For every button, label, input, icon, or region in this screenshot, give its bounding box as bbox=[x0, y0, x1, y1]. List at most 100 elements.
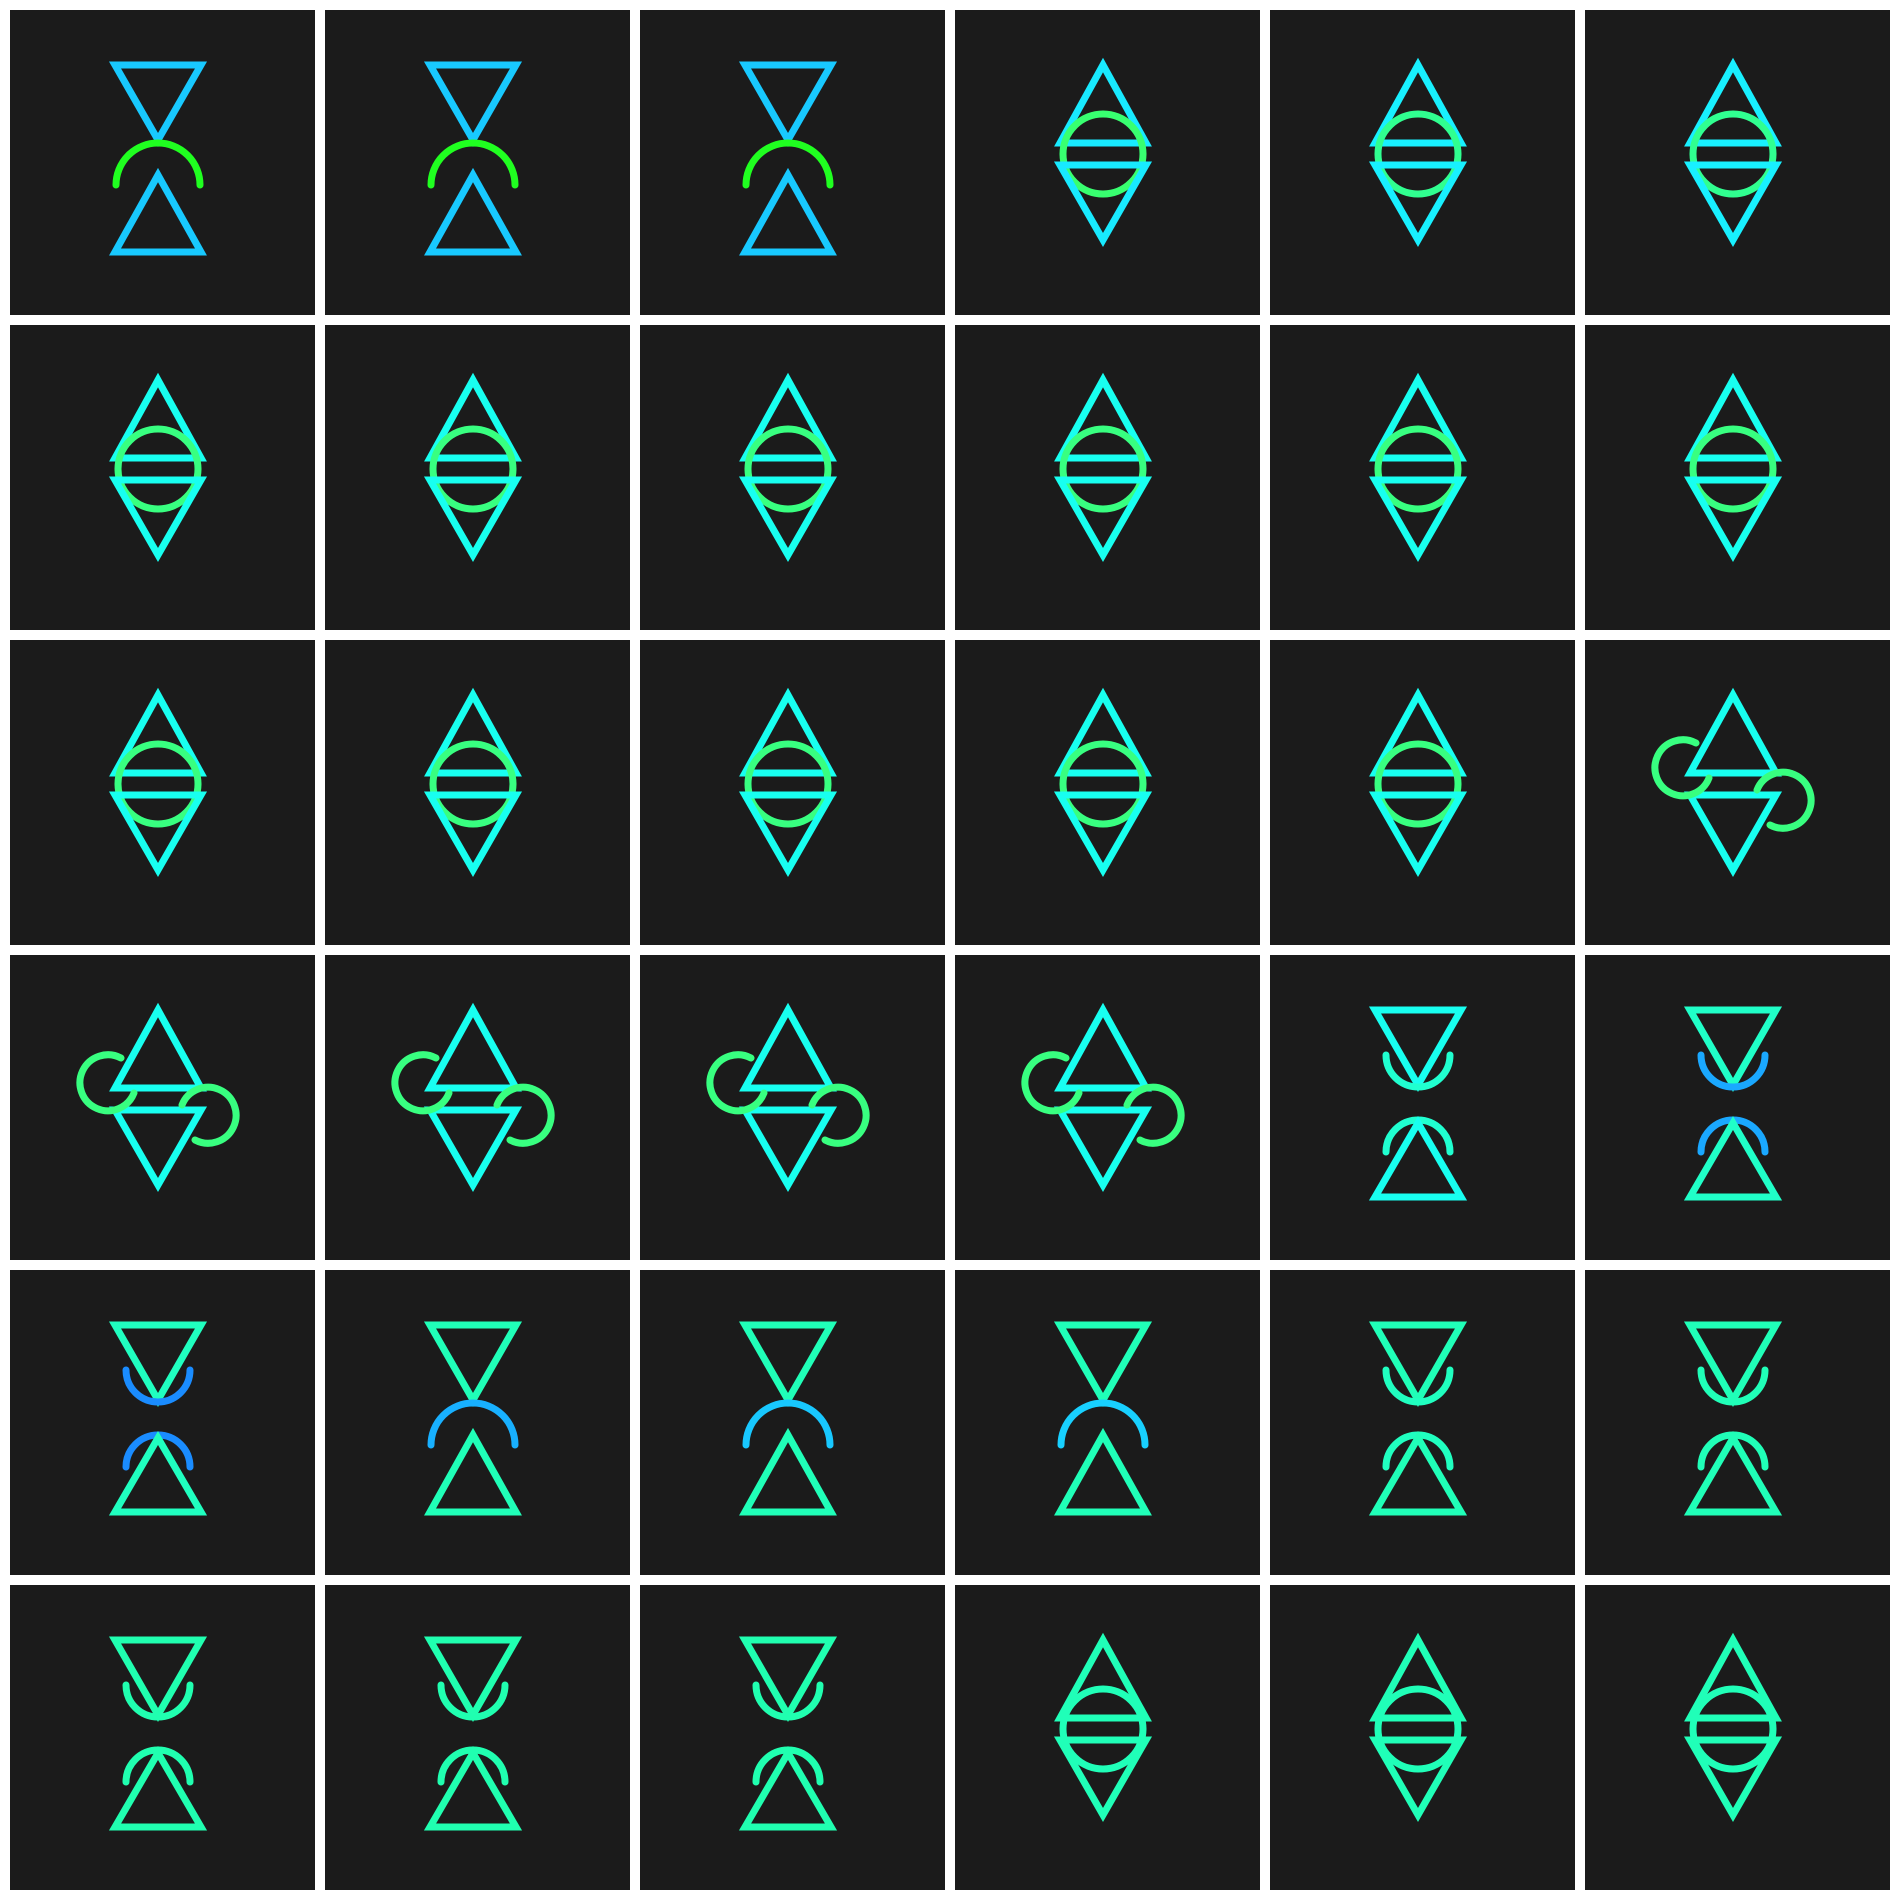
downward-triangle bbox=[738, 1106, 838, 1193]
downward-triangle bbox=[423, 791, 523, 878]
downward-triangle bbox=[108, 476, 208, 563]
upward-triangle bbox=[109, 167, 207, 256]
tile-background bbox=[325, 1585, 630, 1890]
downward-triangle bbox=[1053, 1736, 1153, 1823]
glyph-tile-20 bbox=[325, 955, 630, 1260]
upper-arc bbox=[114, 740, 202, 788]
upper-arc bbox=[1059, 1685, 1147, 1733]
glyph-tile-17 bbox=[1270, 640, 1575, 945]
upward-triangle bbox=[109, 1002, 207, 1092]
downward-triangle bbox=[738, 476, 838, 563]
glyph-tile-9 bbox=[640, 325, 945, 630]
downward-triangle bbox=[1683, 476, 1783, 563]
downward-triangle bbox=[108, 1106, 208, 1193]
arc bbox=[427, 1399, 519, 1449]
downward-triangle bbox=[1053, 791, 1153, 878]
right-hook-arc bbox=[808, 1083, 870, 1147]
upper-arc bbox=[1689, 1685, 1777, 1733]
tile-background bbox=[640, 10, 945, 315]
downward-triangle bbox=[738, 1321, 838, 1408]
glyph-tile-22 bbox=[955, 955, 1260, 1260]
glyph-tile-21 bbox=[640, 955, 945, 1260]
upper-arc bbox=[744, 740, 832, 788]
tile-background bbox=[1585, 1270, 1890, 1575]
downward-triangle bbox=[1053, 476, 1153, 563]
upper-arc bbox=[1374, 425, 1462, 473]
upward-triangle bbox=[424, 687, 522, 777]
upward-triangle bbox=[424, 1427, 522, 1516]
downward-triangle bbox=[423, 1106, 523, 1193]
tile-background bbox=[10, 10, 315, 315]
upward-triangle bbox=[424, 1002, 522, 1092]
downward-triangle bbox=[1368, 161, 1468, 248]
left-hook-arc bbox=[706, 1051, 768, 1115]
upper-arc bbox=[1689, 110, 1777, 158]
tile-background bbox=[1270, 955, 1575, 1260]
upward-triangle bbox=[1369, 372, 1467, 462]
left-hook-arc bbox=[1021, 1051, 1083, 1115]
downward-triangle bbox=[1683, 791, 1783, 878]
arc bbox=[742, 1399, 834, 1449]
upper-arc bbox=[429, 425, 517, 473]
right-hook-arc bbox=[493, 1083, 555, 1147]
tile-background bbox=[325, 10, 630, 315]
glyph-tile-25 bbox=[10, 1270, 315, 1575]
glyph-tile-27 bbox=[640, 1270, 945, 1575]
glyph-tile-1 bbox=[10, 10, 315, 315]
upper-arc bbox=[1059, 740, 1147, 788]
left-hook-arc bbox=[1651, 736, 1713, 800]
glyph-tile-2 bbox=[325, 10, 630, 315]
tile-background bbox=[1585, 955, 1890, 1260]
upward-triangle bbox=[108, 1431, 208, 1516]
downward-triangle bbox=[1683, 1006, 1783, 1093]
upward-triangle bbox=[738, 1746, 838, 1831]
glyph-tile-19 bbox=[10, 955, 315, 1260]
upward-triangle bbox=[1054, 1427, 1152, 1516]
glyph-tile-31 bbox=[10, 1585, 315, 1890]
upward-triangle bbox=[1684, 372, 1782, 462]
lower-arc bbox=[122, 1681, 194, 1721]
arc bbox=[112, 139, 204, 189]
upper-arc bbox=[744, 425, 832, 473]
downward-triangle bbox=[1053, 161, 1153, 248]
upper-arc bbox=[1374, 110, 1462, 158]
tile-background bbox=[1270, 1270, 1575, 1575]
upward-triangle bbox=[739, 372, 837, 462]
upward-triangle bbox=[1684, 1632, 1782, 1722]
glyph-tile-23 bbox=[1270, 955, 1575, 1260]
tile-background bbox=[640, 1585, 945, 1890]
upward-triangle bbox=[108, 1746, 208, 1831]
upward-triangle bbox=[1054, 1002, 1152, 1092]
glyph-tile-28 bbox=[955, 1270, 1260, 1575]
downward-triangle bbox=[108, 791, 208, 878]
upper-arc bbox=[429, 740, 517, 788]
upward-triangle bbox=[424, 372, 522, 462]
glyph-tile-32 bbox=[325, 1585, 630, 1890]
glyph-tile-18 bbox=[1585, 640, 1890, 945]
downward-triangle bbox=[1053, 1106, 1153, 1193]
downward-triangle bbox=[1368, 1736, 1468, 1823]
arc bbox=[742, 139, 834, 189]
tile-background bbox=[955, 1270, 1260, 1575]
glyph-tile-10 bbox=[955, 325, 1260, 630]
upward-triangle bbox=[1369, 1632, 1467, 1722]
upward-triangle bbox=[1369, 687, 1467, 777]
upward-triangle bbox=[109, 372, 207, 462]
right-hook-arc bbox=[1123, 1083, 1185, 1147]
glyph-tile-34 bbox=[955, 1585, 1260, 1890]
upward-triangle bbox=[424, 167, 522, 256]
downward-triangle bbox=[1368, 1321, 1468, 1408]
downward-triangle bbox=[1683, 161, 1783, 248]
left-hook-arc bbox=[76, 1051, 138, 1115]
upward-triangle bbox=[1684, 57, 1782, 147]
upward-triangle bbox=[1054, 57, 1152, 147]
lower-arc bbox=[752, 1681, 824, 1721]
downward-triangle bbox=[423, 61, 523, 148]
downward-triangle bbox=[738, 61, 838, 148]
left-hook-arc bbox=[391, 1051, 453, 1115]
glyph-tile-33 bbox=[640, 1585, 945, 1890]
glyph-tile-29 bbox=[1270, 1270, 1575, 1575]
glyph-tile-12 bbox=[1585, 325, 1890, 630]
glyph-tile-5 bbox=[1270, 10, 1575, 315]
downward-triangle bbox=[1368, 476, 1468, 563]
